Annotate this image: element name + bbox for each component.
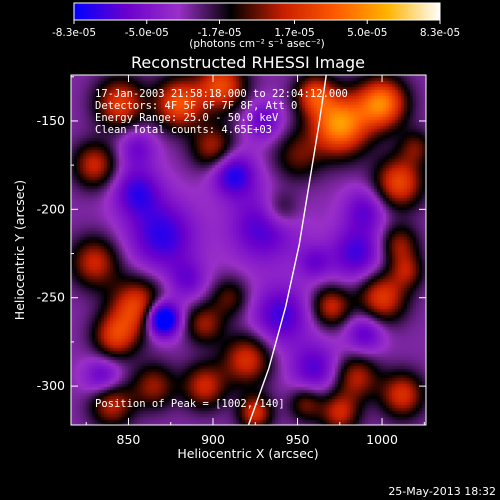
y-tick-label: -200 — [37, 201, 65, 216]
x-tick-label: 1000 — [366, 432, 398, 447]
solar-limb-curve — [247, 75, 327, 425]
colorbar-tick-label: -1.7e-05 — [197, 27, 241, 39]
x-tick-label: 900 — [201, 432, 225, 447]
colorbar-tick-label: 8.3e-05 — [420, 27, 460, 39]
y-tick-label: -300 — [37, 378, 65, 393]
x-tick-label: 850 — [117, 432, 141, 447]
annotation-detectors: Detectors: 4F 5F 6F 7F 8F, Att 0 — [95, 100, 297, 112]
annotation-time: 17-Jan-2003 21:58:18.000 to 22:04:12.000 — [95, 88, 348, 100]
annotation-peak: Position of Peak = [1002,-140] — [95, 398, 285, 410]
colorbar-tick-label: -5.0e-05 — [125, 27, 169, 39]
x-axis-label: Heliocentric X (arcsec) — [177, 446, 318, 461]
annotation-clean: Clean Total counts: 4.65E+03 — [95, 124, 272, 136]
heatmap-image — [71, 75, 426, 425]
plot-area: 850 900 950 1000 -300 -250 -200 -150 17-Jan-200… — [37, 74, 427, 447]
colorbar: -8.3e-05 -5.0e-05 -1.7e-05 1.7e-05 5.0e-05 8.… — [52, 2, 460, 50]
footer-timestamp: 25-May-2013 18:32 — [388, 485, 496, 498]
annotation-energy: Energy Range: 25.0 - 50.0 keV — [95, 112, 279, 124]
axis-ticks: 850 900 950 1000 -300 -250 -200 -150 — [37, 75, 426, 447]
colorbar-tick-label: -8.3e-05 — [52, 27, 96, 39]
colorbar-tick-label: 1.7e-05 — [274, 27, 314, 39]
y-axis-label: Heliocentric Y (arcsec) — [12, 180, 27, 320]
chart-title: Reconstructed RHESSI Image — [131, 53, 365, 72]
x-tick-label: 950 — [286, 432, 310, 447]
plot-frame — [70, 74, 427, 426]
colorbar-units-label: (photons cm⁻² s⁻¹ asec⁻²) — [189, 38, 324, 50]
y-tick-label: -250 — [37, 290, 65, 305]
y-tick-label: -150 — [37, 113, 65, 128]
colorbar-tick-label: 5.0e-05 — [347, 27, 387, 39]
colorbar-ticks: -8.3e-05 -5.0e-05 -1.7e-05 1.7e-05 5.0e-05 8.… — [52, 20, 460, 39]
colorbar-bar — [73, 2, 441, 21]
